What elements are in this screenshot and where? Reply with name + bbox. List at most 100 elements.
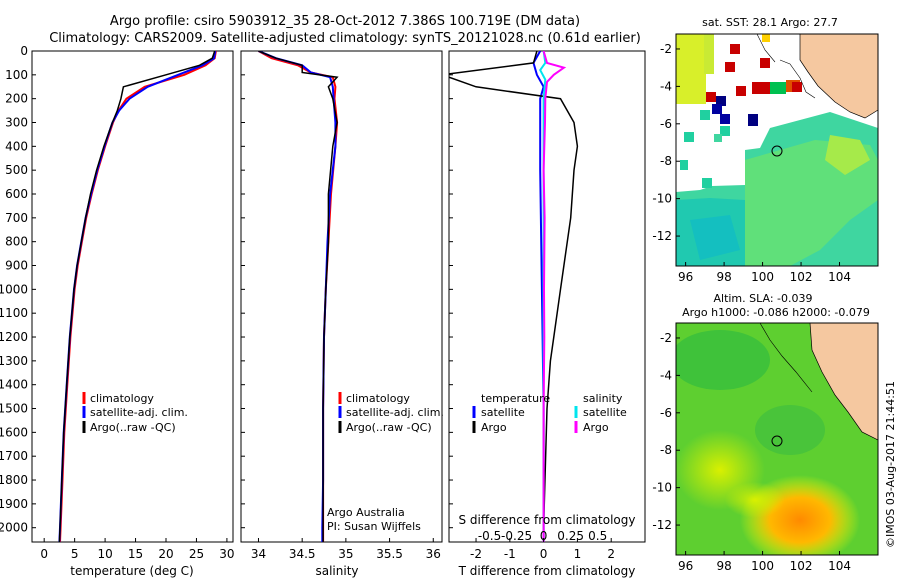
map-lat-label: -4 [660,79,672,93]
temperature-xlabel: temperature (deg C) [70,564,193,578]
sst-map [676,34,878,266]
difference-s-x-tick-label: 0.25 [557,529,584,543]
legend-label-satellite: satellite-adj. clim. [346,406,444,419]
depth-tick-label: 700 [5,211,28,225]
difference-panel-frame [448,50,646,543]
depth-tick-label: 100 [5,68,28,82]
series-line-salinity-argo [542,51,567,542]
depth-tick-label: 400 [5,139,28,153]
difference-s-x-tick-label: 0 [540,529,548,543]
map-lat-label: -12 [652,229,672,243]
map-lon-label: 100 [751,559,774,573]
sst-warm-patch [676,34,706,104]
map-lat-label: -2 [660,42,672,56]
sst-float-position [771,145,783,157]
map-lon-label: 98 [716,270,731,284]
salinity-x-tick-label: 34.5 [289,547,316,561]
difference-s-x-tick-label: -0.25 [501,529,532,543]
difference-xlabel-bottom: T difference from climatology [458,564,636,578]
sla-map-frame [675,322,879,556]
map-lat-label: -10 [652,192,672,206]
depth-tick-label: 600 [5,187,28,201]
depth-tick-label: 1000 [0,282,28,296]
title-line-2: Climatology: CARS2009. Satellite-adjuste… [49,31,641,46]
sla-float-position [771,435,783,447]
temperature-x-tick-label: 10 [97,547,112,561]
depth-tick-label: 1900 [0,497,28,511]
series-line-argo-raw-qc- [258,51,339,542]
temperature-series [58,51,217,542]
temperature-x-tick-label: 5 [71,547,79,561]
series-line-temperature-satellite [532,51,545,542]
sla-map-axes: -2 -4 -6 -8 -10 -12 96 98 100 102 104 [652,331,851,573]
sla-map [676,323,878,555]
sst-map-axes: -2 -4 -6 -8 -10 -12 96 98 100 102 104 [652,42,851,284]
salinity-x-tick-label: 34 [251,547,266,561]
map-lat-label: -4 [660,368,672,382]
depth-tick-label: 1200 [0,330,28,344]
difference-t-x-tick-label: 0 [540,547,548,561]
sst-land [799,34,878,119]
depth-tick-label: 800 [5,235,28,249]
difference-t-x-tick-label: 2 [607,547,615,561]
depth-tick-label: 900 [5,259,28,273]
salinity-x-axis: 34 34.5 35 35.5 36 [251,538,441,561]
map-lon-label: 96 [678,559,693,573]
depth-tick-label: 1500 [0,402,28,416]
legend-label-s-satellite: satellite [583,406,627,419]
salinity-x-tick-label: 36 [426,547,441,561]
depth-tick-label: 1600 [0,425,28,439]
depth-tick-label: 1700 [0,449,28,463]
legend-label-t-satellite: satellite [481,406,525,419]
depth-tick-label: 300 [5,116,28,130]
legend-label-t-argo: Argo [481,421,507,434]
legend-label-s-argo: Argo [583,421,609,434]
series-line-temperature-argo [449,51,579,542]
depth-tick-label: 1400 [0,378,28,392]
salinity-note-2: PI: Susan Wijffels [327,520,421,533]
depth-tick-label: 1300 [0,354,28,368]
depth-tick-label: 1100 [0,306,28,320]
temperature-x-tick-label: 20 [158,547,173,561]
depth-tick-label: 200 [5,92,28,106]
series-line-satellite-adj-clim- [258,51,337,542]
map-lat-label: -10 [652,481,672,495]
series-line-climatology [59,51,217,542]
salinity-xlabel: salinity [315,564,358,578]
legend-label-climatology: climatology [90,392,154,405]
sst-map-title: sat. SST: 28.1 Argo: 27.7 [702,16,838,29]
map-lat-label: -6 [660,406,672,420]
series-line-satellite-adj-clim- [58,51,217,542]
difference-s-x-tick-label: 0.5 [588,529,607,543]
sla-land [809,323,878,441]
sla-map-title-2: Argo h1000: -0.086 h2000: -0.079 [682,306,870,319]
map-lat-label: -6 [660,117,672,131]
map-lon-label: 100 [751,270,774,284]
difference-series [449,51,579,542]
map-lat-label: -12 [652,518,672,532]
map-lat-label: -8 [660,154,672,168]
difference-xlabel-top: S difference from climatology [459,513,636,527]
legend-title-temperature: temperature [481,392,550,405]
title-line-1: Argo profile: csiro 5903912_35 28-Oct-20… [110,14,580,29]
depth-tick-label: 1800 [0,473,28,487]
sst-pixel [730,44,740,54]
difference-t-x-tick-label: -2 [470,547,482,561]
difference-x-axis: -2 -1 0 1 2 -0.5 -0.25 0 0.25 0.5 [470,529,615,561]
credit-label: ©IMOS 03-Aug-2017 21:44:51 [884,381,897,548]
salinity-note-1: Argo Australia [327,506,405,519]
difference-s-x-tick-label: -0.5 [478,529,501,543]
map-lon-label: 102 [790,270,813,284]
difference-legend: temperature salinity satellite Argo sate… [472,392,627,434]
temperature-x-tick-label: 15 [128,547,143,561]
sla-map-title-1: Altim. SLA: -0.039 [713,292,812,305]
depth-tick-label: 2000 [0,521,28,535]
depth-tick-label: 0 [20,44,28,58]
temperature-panel-frame [31,50,234,543]
legend-label-argo: Argo(..raw -QC) [346,421,432,434]
difference-t-x-tick-label: 1 [574,547,582,561]
legend-label-climatology: climatology [346,392,410,405]
temperature-x-axis: 0 5 10 15 20 25 30 [40,538,235,561]
salinity-series [258,51,339,542]
